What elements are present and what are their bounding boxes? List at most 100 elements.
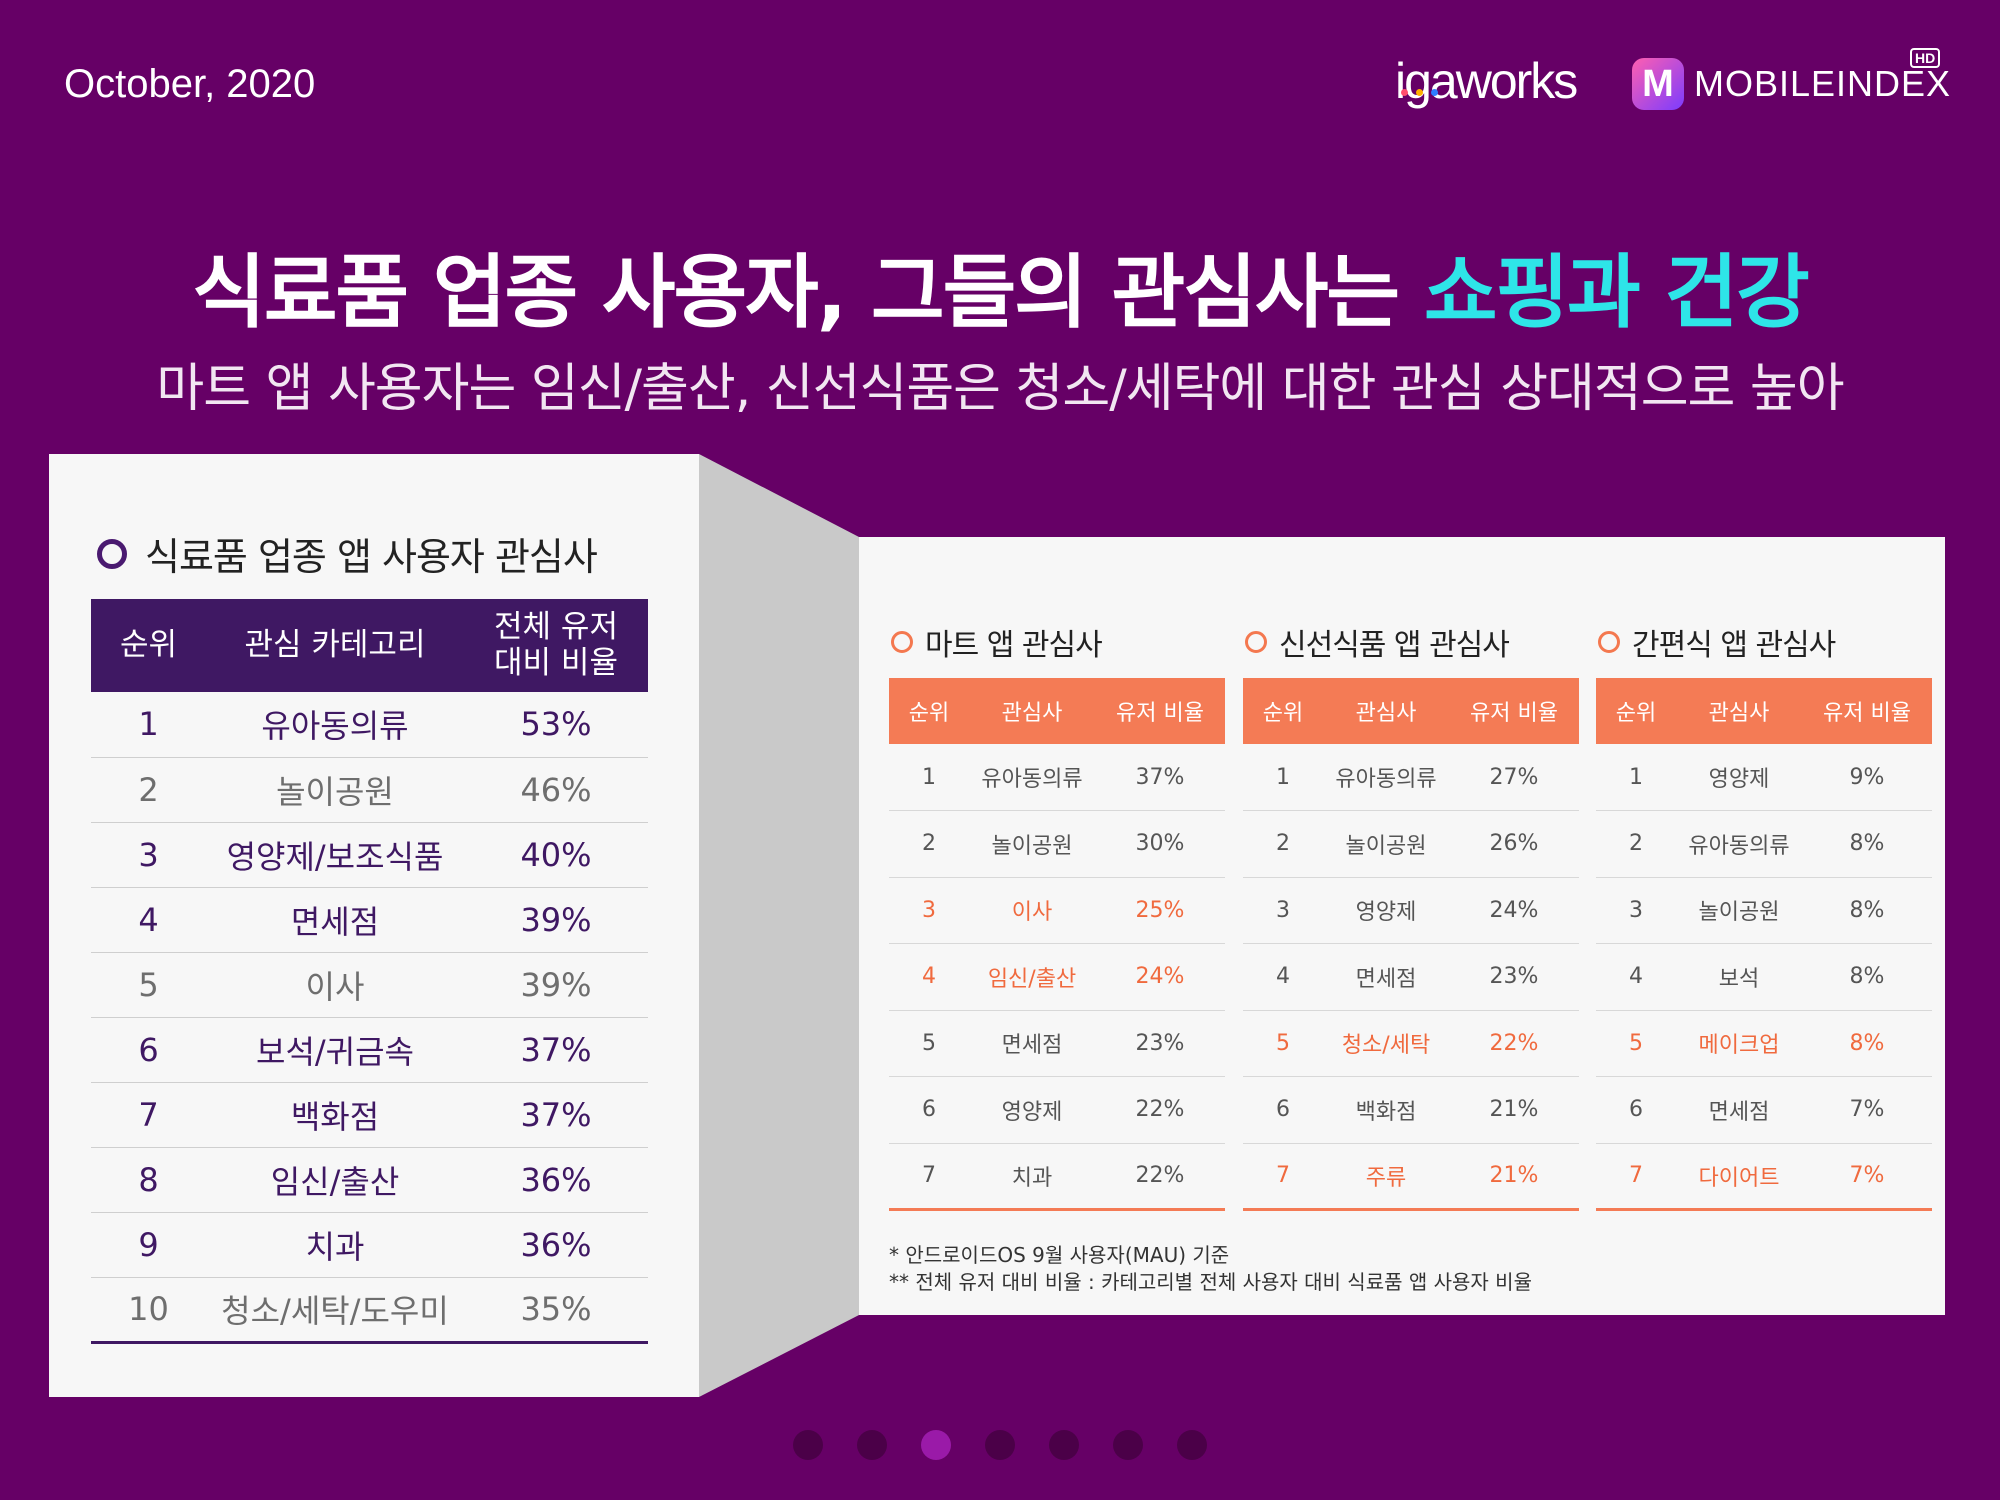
rank-cell: 7 — [889, 1143, 969, 1211]
ratio-cell: 7% — [1802, 1076, 1932, 1144]
ratio-cell: 8% — [1802, 877, 1932, 944]
table-row: 4 보석 8% — [1596, 943, 1932, 1011]
rank-cell: 2 — [1596, 810, 1676, 878]
ratio-cell: 7% — [1802, 1143, 1932, 1211]
food-app-interest-panel: 식료품 업종 앱 사용자 관심사 순위 관심 카테고리 전체 유저 대비 비율 1… — [49, 454, 699, 1397]
category-cell: 유아동의류 — [206, 692, 464, 758]
rank-cell: 4 — [1596, 943, 1676, 1011]
rank-cell: 2 — [889, 810, 969, 878]
convenience-food-group-heading-text: 간편식 앱 관심사 — [1632, 628, 1836, 663]
table-row: 4 면세점 23% — [1243, 943, 1579, 1011]
ratio-cell: 37% — [1095, 744, 1225, 811]
circle-bullet-icon — [1245, 631, 1267, 653]
page-dot-1[interactable] — [793, 1430, 823, 1460]
table-row: 2 유아동의류 8% — [1596, 810, 1932, 878]
rank-cell: 9 — [91, 1212, 206, 1278]
col-header-rank: 순위 — [1596, 678, 1676, 744]
interest-cell: 영양제 — [969, 1076, 1095, 1144]
rank-cell: 7 — [1596, 1143, 1676, 1211]
col-header-ratio: 유저 비율 — [1095, 678, 1225, 744]
ratio-cell: 36% — [464, 1147, 648, 1213]
page-indicator — [0, 1430, 2000, 1460]
page-dot-2[interactable] — [857, 1430, 887, 1460]
col-header-ratio: 유저 비율 — [1802, 678, 1932, 744]
table-row: 5 메이크업 8% — [1596, 1010, 1932, 1077]
rank-cell: 1 — [889, 744, 969, 811]
col-header-ratio-line2: 대비 비율 — [494, 644, 618, 681]
page-dot-6[interactable] — [1113, 1430, 1143, 1460]
igaworks-logo: igaworks — [1395, 52, 1578, 110]
interest-cell: 놀이공원 — [969, 810, 1095, 878]
category-cell: 백화점 — [206, 1082, 464, 1148]
rank-cell: 1 — [91, 692, 206, 758]
rank-cell: 1 — [1596, 744, 1676, 811]
rank-cell: 2 — [91, 757, 206, 823]
ratio-cell: 27% — [1449, 744, 1579, 811]
rank-cell: 1 — [1243, 744, 1323, 811]
rank-cell: 3 — [1596, 877, 1676, 944]
page-title-main: 식료품 업종 사용자, 그들의 관심사는 — [192, 246, 1424, 339]
interest-cell: 유아동의류 — [1323, 744, 1449, 811]
ratio-cell: 24% — [1449, 877, 1579, 944]
col-header-rank: 순위 — [91, 599, 206, 692]
fresh-food-interest-group: 신선식품 앱 관심사 순위 관심사 유저 비율 1 유아동의류 27% 2 놀이공원 26% 3 영양… — [1243, 622, 1579, 1211]
table-row: 9 치과 36% — [91, 1212, 648, 1278]
table-row: 7 주류 21% — [1243, 1143, 1579, 1211]
mobileindex-logo-text: MOBILEINDEX — [1694, 63, 1952, 104]
page-dot-4[interactable] — [985, 1430, 1015, 1460]
interest-cell: 유아동의류 — [1676, 810, 1802, 878]
table-row: 6 백화점 21% — [1243, 1076, 1579, 1144]
convenience-food-group-heading: 간편식 앱 관심사 — [1598, 622, 1932, 663]
mart-group-heading: 마트 앱 관심사 — [891, 622, 1225, 663]
interest-cell: 면세점 — [1323, 943, 1449, 1011]
table-row: 7 백화점 37% — [91, 1082, 648, 1148]
rank-cell: 5 — [889, 1010, 969, 1077]
interest-cell: 청소/세탁 — [1323, 1010, 1449, 1077]
fresh-food-interest-table: 순위 관심사 유저 비율 1 유아동의류 27% 2 놀이공원 26% 3 영양제 24% 4 면세점 23… — [1243, 678, 1579, 1211]
col-header-ratio: 전체 유저 대비 비율 — [464, 599, 648, 692]
category-cell: 면세점 — [206, 887, 464, 953]
ratio-cell: 39% — [464, 952, 648, 1018]
rank-cell: 3 — [1243, 877, 1323, 944]
ratio-cell: 37% — [464, 1082, 648, 1148]
ratio-cell: 23% — [1449, 943, 1579, 1011]
col-header-ratio: 유저 비율 — [1449, 678, 1579, 744]
table-row: 7 다이어트 7% — [1596, 1143, 1932, 1211]
ratio-cell: 36% — [464, 1212, 648, 1278]
ratio-cell: 23% — [1095, 1010, 1225, 1077]
table-row: 2 놀이공원 46% — [91, 757, 648, 823]
rank-cell: 2 — [1243, 810, 1323, 878]
ratio-cell: 30% — [1095, 810, 1225, 878]
page-dot-5[interactable] — [1049, 1430, 1079, 1460]
ratio-cell: 22% — [1095, 1143, 1225, 1211]
footnote-1: * 안드로이드OS 9월 사용자(MAU) 기준 — [889, 1243, 1230, 1267]
category-cell: 청소/세탁/도우미 — [206, 1277, 464, 1344]
interest-cell: 보석 — [1676, 943, 1802, 1011]
ratio-cell: 22% — [1449, 1010, 1579, 1077]
rank-cell: 4 — [1243, 943, 1323, 1011]
category-cell: 치과 — [206, 1212, 464, 1278]
category-cell: 놀이공원 — [206, 757, 464, 823]
ratio-cell: 26% — [1449, 810, 1579, 878]
ratio-cell: 21% — [1449, 1143, 1579, 1211]
rank-cell: 4 — [91, 887, 206, 953]
igaworks-logo-text: igaworks — [1395, 53, 1578, 109]
table-row: 6 영양제 22% — [889, 1076, 1225, 1144]
segment-interest-panel: 마트 앱 관심사 순위 관심사 유저 비율 1 유아동의류 37% 2 놀이공원 30% 3 이사 25… — [859, 537, 1945, 1315]
table-row: 1 유아동의류 37% — [889, 744, 1225, 811]
page-subtitle: 마트 앱 사용자는 임신/출산, 신선식품은 청소/세탁에 대한 관심 상대적으… — [156, 359, 1844, 419]
col-header-category: 관심 카테고리 — [206, 599, 464, 692]
interest-cell: 이사 — [969, 877, 1095, 944]
table-row: 6 보석/귀금속 37% — [91, 1017, 648, 1083]
page-dot-3[interactable] — [921, 1430, 951, 1460]
ratio-cell: 8% — [1802, 810, 1932, 878]
ratio-cell: 8% — [1802, 1010, 1932, 1077]
ratio-cell: 8% — [1802, 943, 1932, 1011]
fresh-food-group-heading: 신선식품 앱 관심사 — [1245, 622, 1579, 663]
rank-cell: 5 — [91, 952, 206, 1018]
interest-cell: 주류 — [1323, 1143, 1449, 1211]
page-dot-7[interactable] — [1177, 1430, 1207, 1460]
rank-cell: 6 — [91, 1017, 206, 1083]
rank-cell: 7 — [91, 1082, 206, 1148]
mobileindex-m-icon: M — [1632, 58, 1684, 110]
